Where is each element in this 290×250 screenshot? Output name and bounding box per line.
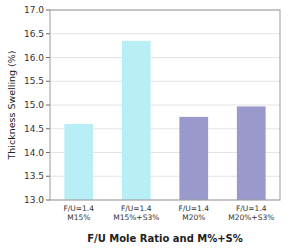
y-tick	[46, 33, 50, 34]
y-tick	[46, 200, 50, 201]
y-tick-label: 15.0	[24, 100, 44, 110]
y-tick	[46, 57, 50, 58]
bars	[64, 41, 265, 200]
y-tick-label: 16.0	[24, 53, 44, 63]
grid	[50, 10, 280, 200]
grid-line	[50, 105, 280, 106]
grid-line	[50, 33, 280, 34]
x-tick-label: F/U=1.4M20%+S3%	[228, 204, 274, 222]
x-tick-label: F/U=1.4M20%	[178, 204, 209, 222]
y-tick	[46, 105, 50, 106]
y-tick	[46, 152, 50, 153]
x-tick-label: F/U=1.4M15%	[63, 204, 94, 222]
chart: 13.0 13.5 14.0 14.5 15.0 15.5 16.0 16.5 17.0 F/U=…	[0, 0, 290, 250]
grid-line	[50, 81, 280, 82]
y-tick-label: 17.0	[24, 5, 44, 15]
bar	[179, 117, 208, 200]
grid-line	[50, 57, 280, 58]
x-tick-label: F/U=1.4M15%+S3%	[113, 204, 159, 222]
bar	[64, 124, 93, 200]
y-tick-label: 13.5	[24, 171, 44, 181]
y-tick	[46, 10, 50, 11]
y-tick-label: 14.5	[24, 124, 44, 134]
y-axis-label: Thickness Swelling (%)	[6, 50, 17, 160]
y-tick	[46, 81, 50, 82]
plot-frame	[50, 10, 280, 200]
bar	[122, 41, 151, 200]
x-axis-label: F/U Mole Ratio and M%+S%	[87, 233, 243, 244]
y-tick-label: 16.5	[24, 29, 44, 39]
y-tick-label: 15.5	[24, 76, 44, 86]
y-tick	[46, 176, 50, 177]
bar	[237, 106, 266, 200]
y-tick-label: 14.0	[24, 148, 44, 158]
y-tick	[46, 128, 50, 129]
y-tick-label: 13.0	[24, 195, 44, 205]
